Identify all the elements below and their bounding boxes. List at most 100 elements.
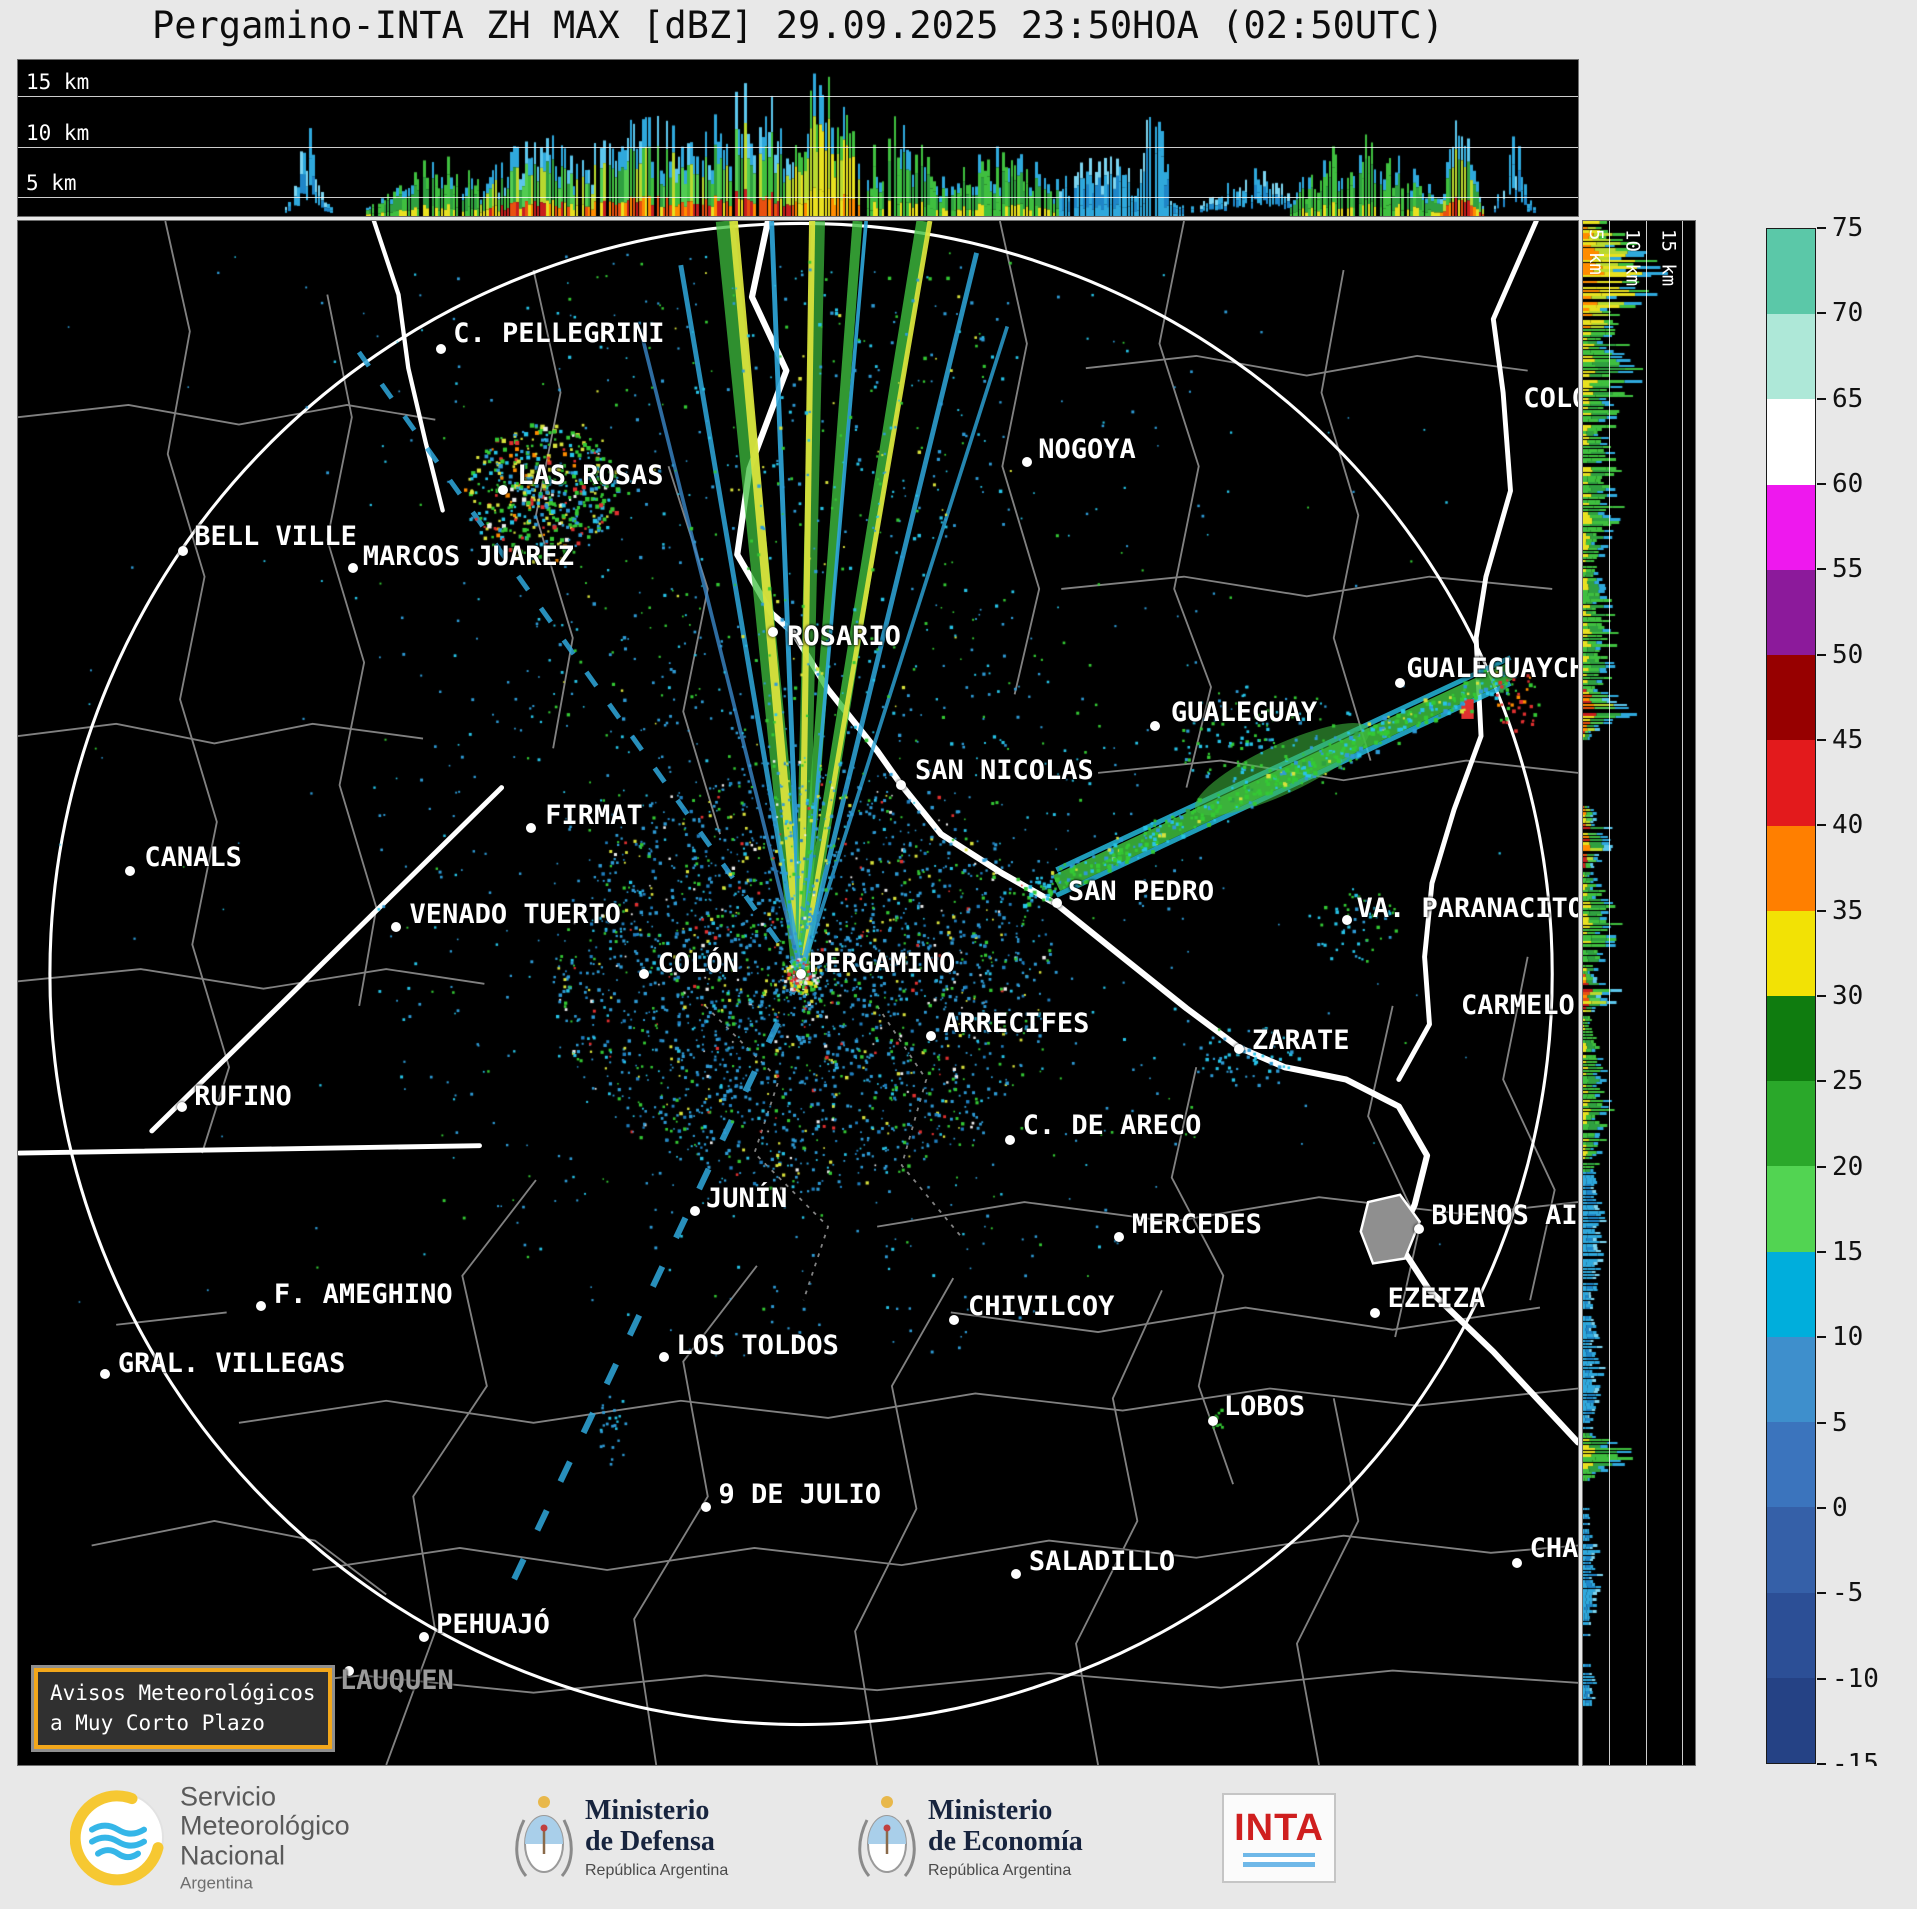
colorbar-tick-label: 65 xyxy=(1832,383,1864,414)
city-dot xyxy=(435,344,446,355)
colorbar-tick xyxy=(1817,909,1826,912)
colorbar-tick xyxy=(1817,1421,1826,1424)
defensa-name-line1: Ministerio xyxy=(585,1794,710,1826)
city-label: MERCEDES xyxy=(1131,1209,1262,1241)
colorbar-tick xyxy=(1817,1592,1826,1595)
colorbar-tick xyxy=(1817,824,1826,827)
city-dot xyxy=(1342,915,1353,926)
colorbar-segment xyxy=(1767,1592,1815,1678)
city-label: PERGAMINO xyxy=(808,948,956,980)
city-label: ARRECIFES xyxy=(943,1008,1090,1040)
city-dot xyxy=(498,484,509,495)
inta-label: INTA xyxy=(1234,1806,1324,1849)
colorbar-tick-label: 10 xyxy=(1832,1322,1864,1353)
colorbar-segment xyxy=(1767,399,1815,485)
colorbar-tick-label: 30 xyxy=(1832,981,1864,1011)
height-gridline xyxy=(1608,221,1610,1765)
city-dot xyxy=(638,969,649,980)
city-label: C. PELLEGRINI xyxy=(453,318,665,350)
city-label: VENADO TUERTO xyxy=(409,898,621,930)
height-label: 5 km xyxy=(1584,229,1607,275)
colorbar-tick-label: 75 xyxy=(1832,213,1864,243)
colorbar-tick xyxy=(1817,1165,1826,1168)
city-label: GRAL. VILLEGAS xyxy=(117,1348,346,1380)
colorbar-tick-label: 40 xyxy=(1832,810,1864,841)
city-dot xyxy=(895,779,906,790)
colorbar-tick-label: 60 xyxy=(1832,469,1864,499)
page-title: Pergamino-INTA ZH MAX [dBZ] 29.09.2025 2… xyxy=(151,4,1444,47)
city-dot xyxy=(526,822,537,833)
city-dot xyxy=(925,1031,936,1042)
altitude-label: 15 km xyxy=(26,69,90,94)
city-label: JUNÍN xyxy=(705,1182,788,1214)
colorbar-segment xyxy=(1767,1251,1815,1337)
advisory-line2: a Muy Corto Plazo xyxy=(50,1710,265,1735)
colorbar-tick-label: -5 xyxy=(1832,1578,1864,1609)
city-dot xyxy=(1051,898,1062,909)
advisory-badge[interactable]: Avisos Meteorológicos a Muy Corto Plazo xyxy=(31,1665,335,1752)
coat-of-arms-icon xyxy=(858,1795,916,1877)
city-label: F. AMEGHINO xyxy=(273,1278,453,1310)
top-profile-echo-canvas xyxy=(18,60,1578,216)
height-gridline xyxy=(1681,221,1683,1765)
economia-name-line2: de Economía xyxy=(928,1826,1083,1857)
ministerio-defensa-logo: Ministerio de Defensa República Argentin… xyxy=(515,1792,728,1884)
defensa-name-line2: de Defensa xyxy=(585,1826,715,1857)
colorbar-segment xyxy=(1767,1336,1815,1423)
colorbar-segment xyxy=(1767,569,1815,656)
colorbar-tick-label: 0 xyxy=(1832,1493,1848,1523)
colorbar-tick xyxy=(1817,1677,1826,1680)
smn-name-line2: Meteorológico xyxy=(180,1810,350,1841)
city-label: EZEIZA xyxy=(1387,1283,1486,1315)
colorbar-tick xyxy=(1817,312,1826,315)
colorbar-tick xyxy=(1817,483,1826,485)
dbz-colorbar xyxy=(1766,228,1816,1764)
city-dot xyxy=(418,1631,429,1642)
city-label: GUALEGUAY xyxy=(1170,696,1318,728)
colorbar-tick xyxy=(1817,653,1826,656)
colorbar-tick xyxy=(1817,397,1826,400)
smn-name-line1: Servicio xyxy=(180,1781,277,1812)
height-label: 10 km xyxy=(1621,229,1644,287)
colorbar-tick-label: 35 xyxy=(1832,895,1864,926)
inta-flag-icon xyxy=(1243,1852,1315,1867)
smn-logo: Servicio Meteorológico Nacional Argentin… xyxy=(70,1781,350,1893)
advisory-line1: Avisos Meteorológicos xyxy=(50,1681,316,1706)
colorbar-tick-label: -10 xyxy=(1832,1663,1879,1694)
defensa-subtitle: República Argentina xyxy=(585,1862,729,1880)
colorbar-segment xyxy=(1767,1166,1815,1252)
city-label: RUFINO xyxy=(194,1081,292,1112)
city-labels-layer: C. PELLEGRINI LAS ROSAS BELL VILLE MARCOS J… xyxy=(18,221,1578,1765)
colorbar-tick xyxy=(1817,568,1826,571)
city-label: SALADILLO xyxy=(1028,1545,1176,1577)
colorbar-tick xyxy=(1817,1336,1826,1339)
city-label: CHASCOMUS xyxy=(1529,1533,1579,1565)
city-label: COLÓN xyxy=(657,948,739,980)
city-label: 9 DE JULIO xyxy=(718,1479,881,1511)
city-dot xyxy=(796,969,807,980)
colorbar-segment xyxy=(1767,1422,1815,1508)
smn-country: Argentina xyxy=(180,1873,253,1893)
smn-logo-icon xyxy=(70,1790,164,1886)
altitude-label: 5 km xyxy=(26,171,77,196)
city-dot xyxy=(949,1315,959,1326)
smn-name-line3: Nacional xyxy=(180,1840,286,1871)
colorbar-segment xyxy=(1767,1677,1815,1763)
city-label: MARCOS JUAREZ xyxy=(362,540,575,572)
city-dot xyxy=(690,1205,701,1216)
colorbar-segment xyxy=(1767,740,1815,826)
city-label: ZARATE xyxy=(1251,1025,1350,1057)
colorbar-segment xyxy=(1767,229,1815,315)
colorbar-tick xyxy=(1817,995,1826,997)
height-label: 15 km xyxy=(1657,229,1680,287)
coat-of-arms-icon xyxy=(515,1795,573,1877)
city-label: CANALS xyxy=(144,841,242,873)
city-label: SAN NICOLAS xyxy=(915,755,1094,787)
city-dot xyxy=(1234,1043,1245,1054)
colorbar-tick xyxy=(1817,1763,1826,1765)
colorbar-segment xyxy=(1767,910,1815,996)
city-dot xyxy=(1413,1224,1424,1235)
city-dot xyxy=(1005,1134,1016,1145)
city-dot xyxy=(658,1352,669,1363)
